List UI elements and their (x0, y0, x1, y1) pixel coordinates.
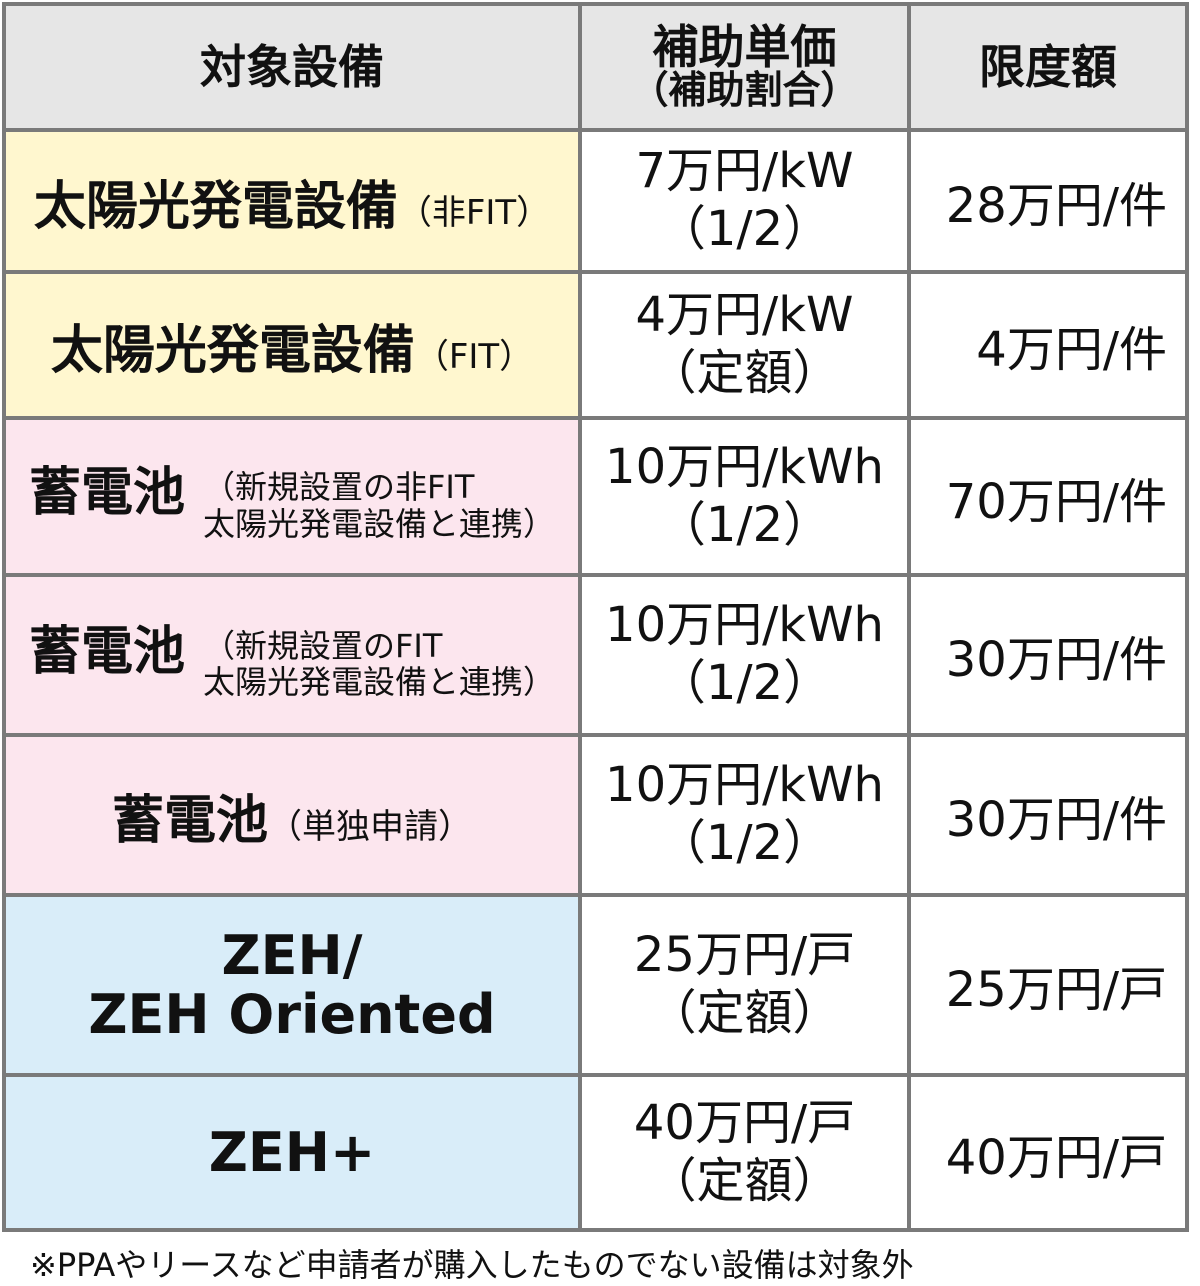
unit-price: 7万円/kW (635, 143, 854, 200)
table-row: 太陽光発電設備（FIT） 4万円/kW （定額） 4万円/件 (2, 271, 1189, 420)
header-row: 対象設備 補助単価 （補助割合） 限度額 (2, 2, 1189, 132)
item-note: （新規設置のFIT 太陽光発電設備と連携） (203, 626, 556, 702)
ratio: （1/2） (657, 655, 832, 711)
ratio: （定額） (648, 345, 841, 401)
table-row: 蓄電池（単独申請） 10万円/kWh （1/2） 30万円/件 (2, 734, 1189, 897)
item-name: 蓄電池 (28, 621, 185, 682)
limit-cell: 30万円/件 (907, 734, 1189, 897)
item-name: 太陽光発電設備 (33, 176, 398, 237)
item-cell: ZEH+ (2, 1074, 582, 1232)
table-row: 蓄電池 （新規設置の非FIT 太陽光発電設備と連携） 10万円/kWh （1/2） 7… (2, 416, 1189, 577)
limit-cell: 40万円/戸 (907, 1074, 1189, 1232)
unit-price: 25万円/戸 (633, 927, 856, 984)
item-note-line2: 太陽光発電設備と連携） (203, 504, 556, 543)
limit-cell: 25万円/戸 (907, 893, 1189, 1077)
table-row: 太陽光発電設備（非FIT） 7万円/kW （1/2） 28万円/件 (2, 128, 1189, 274)
item-note: （新規設置の非FIT 太陽光発電設備と連携） (203, 469, 555, 543)
item-note: （単独申請） (268, 806, 472, 847)
item-cell: ZEH/ZEH Oriented (2, 893, 582, 1077)
item-cell: 蓄電池 （新規設置の非FIT 太陽光発電設備と連携） (2, 416, 582, 577)
item-name: ZEH+ (208, 1120, 376, 1184)
price-cell: 10万円/kWh （1/2） (578, 416, 911, 577)
ratio: （1/2） (657, 815, 832, 871)
ratio: （1/2） (657, 496, 832, 553)
header-subsidy-ratio: （補助割合） (630, 68, 859, 113)
ratio: （定額） (648, 985, 841, 1041)
item-cell: 蓄電池 （新規設置のFIT 太陽光発電設備と連携） (2, 574, 582, 737)
item-name: 蓄電池 (111, 790, 268, 851)
ratio: （定額） (648, 1152, 841, 1209)
price-cell: 7万円/kW （1/2） (578, 128, 911, 274)
item-name-line2: ZEH Oriented (88, 983, 496, 1046)
limit-cell: 4万円/件 (907, 271, 1189, 420)
item-note: （非FIT） (397, 192, 551, 233)
unit-price: 10万円/kWh (605, 597, 884, 654)
table-row: ZEH+ 40万円/戸 （定額） 40万円/戸 (2, 1074, 1189, 1232)
footnote: ※PPAやリースなど申請者が購入したものでない設備は対象外 (30, 1246, 914, 1284)
subsidy-table: 対象設備 補助単価 （補助割合） 限度額 太陽光発電設備（非FIT） 7万円/kW… (2, 2, 1189, 1232)
price-cell: 10万円/kWh （1/2） (578, 734, 911, 897)
header-unit-price: 補助単価 （補助割合） (578, 2, 911, 132)
limit-cell: 28万円/件 (907, 128, 1189, 274)
unit-price: 4万円/kW (635, 287, 854, 344)
item-note-line1: （新規設置のFIT (203, 626, 443, 665)
item-name: ZEH/ (221, 923, 363, 987)
item-name: 蓄電池 (28, 463, 185, 524)
item-cell: 蓄電池（単独申請） (2, 734, 582, 897)
price-cell: 4万円/kW （定額） (578, 271, 911, 420)
ratio: （1/2） (657, 201, 832, 257)
unit-price: 40万円/戸 (633, 1094, 856, 1151)
item-cell: 太陽光発電設備（FIT） (2, 271, 582, 420)
table-row: ZEH/ZEH Oriented 25万円/戸 （定額） 25万円/戸 (2, 893, 1189, 1077)
limit-cell: 70万円/件 (907, 416, 1189, 577)
item-name: 太陽光発電設備 (50, 320, 415, 381)
header-unit-price-label: 補助単価 (652, 19, 837, 74)
price-cell: 25万円/戸 （定額） (578, 893, 911, 1077)
item-note-line2: 太陽光発電設備と連携） (203, 663, 556, 702)
item-note-line1: （新規設置の非FIT (203, 468, 475, 507)
unit-price: 10万円/kWh (605, 757, 884, 814)
header-target-equipment: 対象設備 (2, 2, 582, 132)
table-row: 蓄電池 （新規設置のFIT 太陽光発電設備と連携） 10万円/kWh （1/2） 30… (2, 574, 1189, 737)
price-cell: 10万円/kWh （1/2） (578, 574, 911, 737)
header-limit: 限度額 (907, 2, 1189, 132)
unit-price: 10万円/kWh (605, 438, 884, 495)
item-cell: 太陽光発電設備（非FIT） (2, 128, 582, 274)
price-cell: 40万円/戸 （定額） (578, 1074, 911, 1232)
limit-cell: 30万円/件 (907, 574, 1189, 737)
item-note: （FIT） (414, 336, 534, 377)
